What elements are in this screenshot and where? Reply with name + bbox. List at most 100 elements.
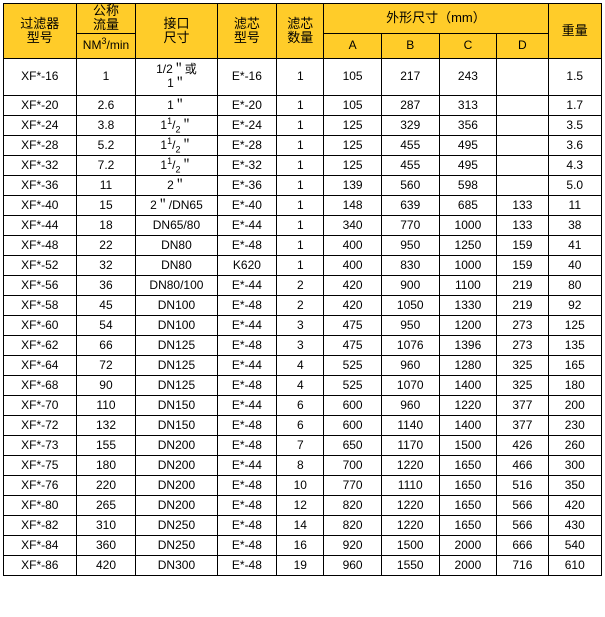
cell-W: 38: [548, 215, 601, 235]
cell-cart: E*-28: [217, 135, 277, 155]
cell-C: 1400: [439, 415, 497, 435]
cell-A: 525: [324, 355, 382, 375]
cell-A: 475: [324, 335, 382, 355]
cell-qty: 2: [277, 295, 324, 315]
cell-iface: DN80: [136, 255, 217, 275]
table-row: XF*-6890DN125E*-48452510701400325180: [4, 375, 602, 395]
cell-W: 430: [548, 515, 601, 535]
cell-C: 356: [439, 115, 497, 135]
cell-model: XF*-56: [4, 275, 77, 295]
cell-C: 313: [439, 95, 497, 115]
cell-W: 92: [548, 295, 601, 315]
cell-cart: E*-48: [217, 375, 277, 395]
cell-C: 243: [439, 58, 497, 95]
cell-W: 260: [548, 435, 601, 455]
cell-A: 820: [324, 515, 382, 535]
cell-A: 960: [324, 555, 382, 575]
cell-cart: E*-48: [217, 535, 277, 555]
cell-flow: 54: [76, 315, 136, 335]
cell-D: 219: [497, 275, 548, 295]
cell-W: 420: [548, 495, 601, 515]
cell-qty: 1: [277, 235, 324, 255]
cell-B: 960: [381, 395, 439, 415]
cell-cart: E*-44: [217, 315, 277, 335]
cell-model: XF*-68: [4, 375, 77, 395]
cell-iface: 2＂: [136, 175, 217, 195]
th-filter-model: 过滤器型号: [4, 4, 77, 59]
th-outer-dim: 外形尺寸（mm）: [324, 4, 548, 34]
cell-A: 400: [324, 255, 382, 275]
cell-qty: 1: [277, 135, 324, 155]
cell-W: 41: [548, 235, 601, 255]
cell-model: XF*-76: [4, 475, 77, 495]
cell-C: 1330: [439, 295, 497, 315]
cell-cart: K620: [217, 255, 277, 275]
cell-C: 1650: [439, 475, 497, 495]
cell-iface: 11/2＂: [136, 135, 217, 155]
cell-W: 3.5: [548, 115, 601, 135]
cell-cart: E*-48: [217, 475, 277, 495]
cell-W: 165: [548, 355, 601, 375]
cell-A: 770: [324, 475, 382, 495]
table-row: XF*-84360DN250E*-481692015002000666540: [4, 535, 602, 555]
cell-B: 950: [381, 315, 439, 335]
cell-model: XF*-16: [4, 58, 77, 95]
cell-D: 159: [497, 235, 548, 255]
cell-flow: 310: [76, 515, 136, 535]
cell-qty: 10: [277, 475, 324, 495]
cell-model: XF*-28: [4, 135, 77, 155]
cell-W: 3.6: [548, 135, 601, 155]
cell-model: XF*-44: [4, 215, 77, 235]
table-row: XF*-76220DN200E*-481077011101650516350: [4, 475, 602, 495]
cell-D: 377: [497, 415, 548, 435]
cell-D: [497, 115, 548, 135]
cell-iface: 11/2＂: [136, 155, 217, 175]
cell-D: 466: [497, 455, 548, 475]
cell-B: 1220: [381, 515, 439, 535]
cell-D: 666: [497, 535, 548, 555]
cell-B: 1220: [381, 455, 439, 475]
cell-A: 700: [324, 455, 382, 475]
th-flow-unit: NM3/min: [76, 33, 136, 58]
th-A: A: [324, 33, 382, 58]
cell-qty: 6: [277, 395, 324, 415]
cell-B: 560: [381, 175, 439, 195]
cell-A: 125: [324, 115, 382, 135]
cell-qty: 4: [277, 355, 324, 375]
table-row: XF*-4418DN65/80E*-441340770100013338: [4, 215, 602, 235]
cell-model: XF*-84: [4, 535, 77, 555]
cell-W: 610: [548, 555, 601, 575]
table-row: XF*-5636DN80/100E*-442420900110021980: [4, 275, 602, 295]
cell-W: 200: [548, 395, 601, 415]
cell-flow: 45: [76, 295, 136, 315]
cell-flow: 15: [76, 195, 136, 215]
cell-iface: DN100: [136, 295, 217, 315]
cell-A: 139: [324, 175, 382, 195]
cell-cart: E*-48: [217, 235, 277, 255]
cell-iface: DN125: [136, 335, 217, 355]
table-row: XF*-327.211/2＂E*-3211254554954.3: [4, 155, 602, 175]
cell-flow: 11: [76, 175, 136, 195]
cell-flow: 5.2: [76, 135, 136, 155]
cell-A: 820: [324, 495, 382, 515]
cell-cart: E*-44: [217, 215, 277, 235]
cell-qty: 12: [277, 495, 324, 515]
cell-cart: E*-44: [217, 275, 277, 295]
cell-D: 133: [497, 195, 548, 215]
cell-iface: DN200: [136, 435, 217, 455]
cell-flow: 90: [76, 375, 136, 395]
cell-cart: E*-40: [217, 195, 277, 215]
cell-iface: DN80: [136, 235, 217, 255]
cell-C: 1280: [439, 355, 497, 375]
cell-D: [497, 95, 548, 115]
cell-B: 1550: [381, 555, 439, 575]
cell-C: 1250: [439, 235, 497, 255]
cell-A: 420: [324, 275, 382, 295]
cell-model: XF*-36: [4, 175, 77, 195]
cell-D: 325: [497, 355, 548, 375]
cell-flow: 132: [76, 415, 136, 435]
cell-iface: DN150: [136, 415, 217, 435]
table-row: XF*-6472DN125E*-4445259601280325165: [4, 355, 602, 375]
cell-C: 685: [439, 195, 497, 215]
cell-flow: 66: [76, 335, 136, 355]
